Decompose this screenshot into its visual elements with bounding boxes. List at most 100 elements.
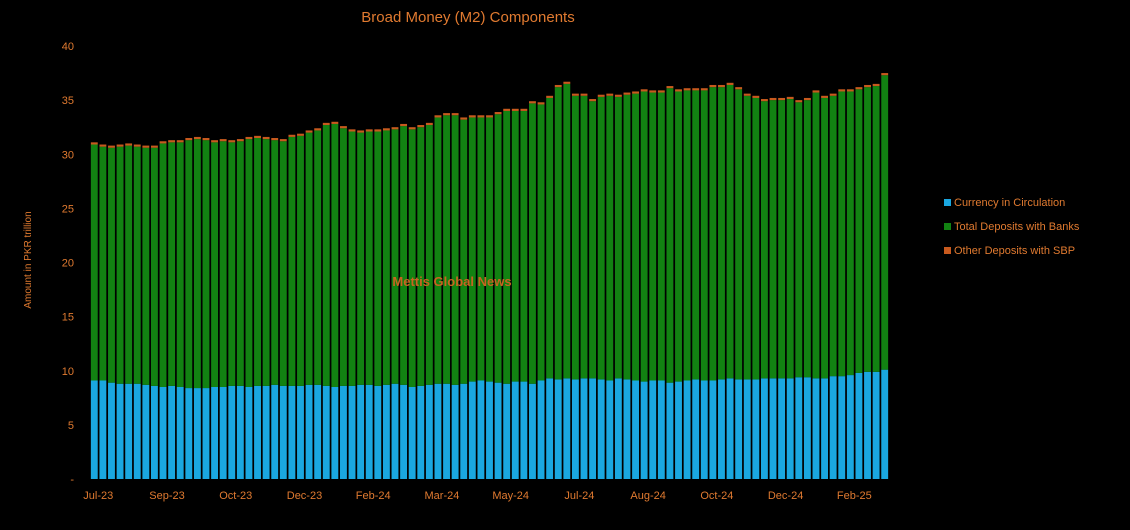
bar-segment-bank-deposits bbox=[271, 140, 279, 385]
legend-swatch bbox=[944, 199, 951, 206]
bar-segment-sbp-deposits bbox=[511, 108, 519, 111]
bar-segment-sbp-deposits bbox=[614, 94, 622, 97]
bar-segment-sbp-deposits bbox=[99, 144, 107, 147]
bar-segment-currency bbox=[288, 385, 296, 479]
bar-segment-bank-deposits bbox=[185, 140, 193, 389]
bar-segment-sbp-deposits bbox=[262, 136, 270, 140]
bar-segment-bank-deposits bbox=[288, 136, 296, 386]
bar-segment-currency bbox=[460, 383, 468, 479]
bar-segment-currency bbox=[546, 378, 554, 479]
bar-segment-bank-deposits bbox=[692, 90, 700, 380]
bar-segment-sbp-deposits bbox=[881, 73, 889, 76]
bar-segment-sbp-deposits bbox=[219, 139, 227, 142]
bar-segment-currency bbox=[125, 383, 133, 479]
bar-segment-currency bbox=[563, 378, 571, 479]
bar-segment-currency bbox=[443, 383, 450, 479]
bar-segment-sbp-deposits bbox=[417, 125, 425, 128]
bar-segment-currency bbox=[494, 382, 502, 479]
bar-segment-currency bbox=[786, 378, 794, 479]
bar-segment-currency bbox=[769, 378, 777, 479]
bar-segment-currency bbox=[589, 378, 597, 479]
bar-segment-sbp-deposits bbox=[752, 95, 760, 98]
bar-segment-currency bbox=[795, 377, 803, 479]
bar-segment-bank-deposits bbox=[563, 83, 571, 379]
bar-segment-currency bbox=[417, 385, 425, 479]
bar-segment-bank-deposits bbox=[743, 95, 751, 380]
watermark: Mettis Global News bbox=[392, 274, 511, 289]
bar-segment-bank-deposits bbox=[795, 102, 803, 378]
bar-segment-bank-deposits bbox=[769, 100, 777, 379]
bar-segment-currency bbox=[821, 378, 829, 479]
bar-segment-bank-deposits bbox=[365, 131, 373, 385]
bar-segment-bank-deposits bbox=[305, 132, 313, 385]
bar-segment-sbp-deposits bbox=[211, 140, 219, 143]
bar-segment-bank-deposits bbox=[546, 97, 554, 379]
bar-segment-currency bbox=[236, 385, 244, 479]
legend-swatch bbox=[944, 247, 951, 254]
bar-segment-sbp-deposits bbox=[795, 100, 803, 103]
bar-segment-currency bbox=[99, 380, 107, 479]
bar-segment-sbp-deposits bbox=[305, 130, 313, 133]
bar-segment-bank-deposits bbox=[864, 87, 871, 372]
bar-segment-currency bbox=[812, 378, 820, 479]
bar-segment-bank-deposits bbox=[125, 145, 133, 384]
bar-segment-sbp-deposits bbox=[571, 93, 579, 96]
bar-segment-currency bbox=[434, 383, 442, 479]
y-axis-ticks: - 5 10 15 20 25 30 35 40 bbox=[62, 41, 75, 486]
bar-segment-bank-deposits bbox=[649, 92, 657, 381]
bar-segment-bank-deposits bbox=[460, 119, 468, 384]
bar-segment-currency bbox=[640, 381, 648, 479]
bar-segment-currency bbox=[743, 379, 751, 479]
bar-segment-bank-deposits bbox=[425, 125, 433, 385]
bar-segment-bank-deposits bbox=[657, 92, 665, 381]
y-tick-label: 20 bbox=[62, 258, 74, 270]
bar-segment-sbp-deposits bbox=[159, 141, 167, 144]
bar-segment-currency bbox=[571, 379, 579, 479]
bar-segment-sbp-deposits bbox=[133, 144, 141, 147]
bar-segment-sbp-deposits bbox=[632, 91, 639, 94]
bar-segment-currency bbox=[477, 380, 485, 479]
bar-segment-bank-deposits bbox=[348, 131, 356, 386]
bar-segment-currency bbox=[503, 383, 511, 479]
bar-segment-bank-deposits bbox=[623, 94, 631, 380]
bar-segment-currency bbox=[408, 386, 416, 479]
bar-segment-bank-deposits bbox=[666, 88, 674, 383]
bar-segment-currency bbox=[340, 385, 347, 479]
bar-segment-bank-deposits bbox=[331, 123, 339, 387]
bar-segment-sbp-deposits bbox=[743, 93, 751, 96]
bar-segment-bank-deposits bbox=[855, 89, 863, 373]
x-tick-label: May-24 bbox=[492, 490, 529, 502]
bar-segment-currency bbox=[159, 386, 167, 479]
bar-segment-sbp-deposits bbox=[142, 145, 150, 148]
x-tick-label: Feb-24 bbox=[356, 490, 391, 502]
bar-segment-bank-deposits bbox=[675, 91, 682, 382]
bar-segment-bank-deposits bbox=[434, 117, 442, 384]
bar-segment-sbp-deposits bbox=[760, 99, 768, 102]
bar-segment-sbp-deposits bbox=[649, 90, 657, 93]
bar-segment-currency bbox=[709, 380, 717, 479]
bar-segment-currency bbox=[305, 384, 313, 479]
bar-segment-sbp-deposits bbox=[150, 145, 158, 148]
bar-segment-sbp-deposits bbox=[331, 121, 339, 124]
bar-segment-currency bbox=[382, 384, 390, 479]
bar-segment-currency bbox=[700, 380, 708, 479]
bar-segment-bank-deposits bbox=[614, 96, 622, 379]
bar-segment-sbp-deposits bbox=[374, 129, 382, 132]
bar-segment-currency bbox=[683, 380, 691, 479]
bar-segment-bank-deposits bbox=[606, 95, 614, 381]
bar-segment-currency bbox=[529, 383, 536, 479]
y-tick-label: - bbox=[70, 474, 74, 486]
bar-segment-bank-deposits bbox=[262, 139, 270, 386]
bar-segment-currency bbox=[803, 377, 811, 479]
bar-segment-currency bbox=[829, 376, 837, 479]
bar-segment-currency bbox=[614, 378, 622, 479]
bar-segment-sbp-deposits bbox=[529, 101, 536, 104]
bar-segment-currency bbox=[176, 386, 184, 479]
x-tick-label: Jul-23 bbox=[83, 490, 113, 502]
legend-label: Other Deposits with SBP bbox=[954, 245, 1075, 257]
bar-segment-bank-deposits bbox=[494, 114, 502, 383]
bar-segment-sbp-deposits bbox=[546, 95, 554, 98]
bar-segment-bank-deposits bbox=[881, 75, 889, 370]
bar-segment-currency bbox=[511, 381, 519, 479]
bar-segment-currency bbox=[468, 381, 476, 479]
